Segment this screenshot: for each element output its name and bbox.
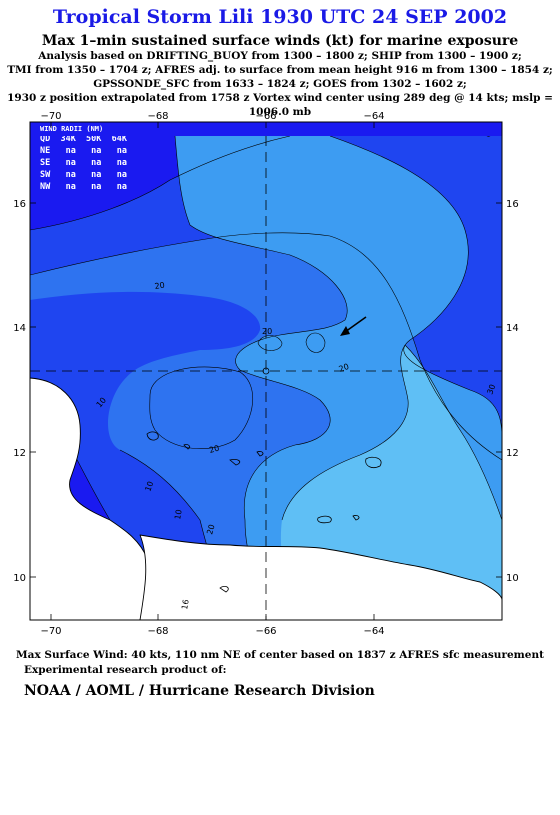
wind-radii-header: QD 34K 50K 64K: [40, 134, 128, 144]
land-masses: [30, 377, 502, 620]
wind-radii-row: NE na na na: [40, 146, 127, 156]
y-tick-label: 16: [13, 199, 26, 210]
y-tick-label: 14: [506, 323, 519, 334]
wind-radii-row: NW na na na: [40, 182, 127, 192]
experimental-note: Experimental research product of:: [24, 664, 227, 676]
y-tick-label: 12: [13, 448, 26, 459]
y-tick-label: 16: [506, 199, 519, 210]
analysis-line-4: 1930 z position extrapolated from 1758 z…: [7, 92, 553, 118]
organization: NOAA / AOML / Hurricane Research Divisio…: [24, 683, 375, 699]
x-tick-label: −68: [147, 626, 168, 637]
map-title: Tropical Storm Lili 1930 UTC 24 SEP 2002: [52, 6, 508, 28]
contour-label: 10: [173, 509, 184, 521]
contour-label: 10: [143, 480, 155, 493]
contour-label: 20: [262, 327, 272, 336]
x-tick-label: −66: [255, 626, 276, 637]
x-tick-label: −66: [255, 111, 276, 122]
contour-label: 20: [338, 362, 351, 374]
wind-radii-title-top: WIND RADII (NM): [40, 125, 103, 133]
x-tick-label: −70: [40, 111, 61, 122]
analysis-line-2: TMI from 1350 – 1704 z; AFRES adj. to su…: [7, 64, 553, 76]
wind-field-map: 20 20 20 10 20 20 10 10 16 30 WIND RADII…: [13, 111, 519, 637]
contour-label: 20: [205, 523, 216, 535]
x-tick-label: −64: [363, 626, 384, 637]
contour-label: 20: [154, 281, 165, 291]
analysis-line-1: Analysis based on DRIFTING_BUOY from 130…: [38, 50, 522, 62]
x-tick-label: −70: [40, 626, 61, 637]
x-tick-label: −64: [363, 111, 384, 122]
y-tick-label: 14: [13, 323, 26, 334]
max-surface-wind: Max Surface Wind: 40 kts, 110 nm NE of c…: [16, 649, 544, 661]
contour-label: 30: [485, 383, 497, 396]
contour-label: 20: [208, 444, 220, 455]
map-subtitle: Max 1–min sustained surface winds (kt) f…: [41, 33, 519, 49]
y-tick-label: 12: [506, 448, 519, 459]
y-tick-label: 10: [13, 573, 26, 584]
analysis-line-3: GPSSONDE_SFC from 1633 – 1824 z; GOES fr…: [93, 78, 467, 90]
wind-radii-row: SW na na na: [40, 170, 127, 180]
y-tick-label: 10: [506, 573, 519, 584]
contour-label: 16: [180, 599, 191, 611]
x-tick-label: −68: [147, 111, 168, 122]
wind-radii-row: SE na na na: [40, 158, 127, 168]
